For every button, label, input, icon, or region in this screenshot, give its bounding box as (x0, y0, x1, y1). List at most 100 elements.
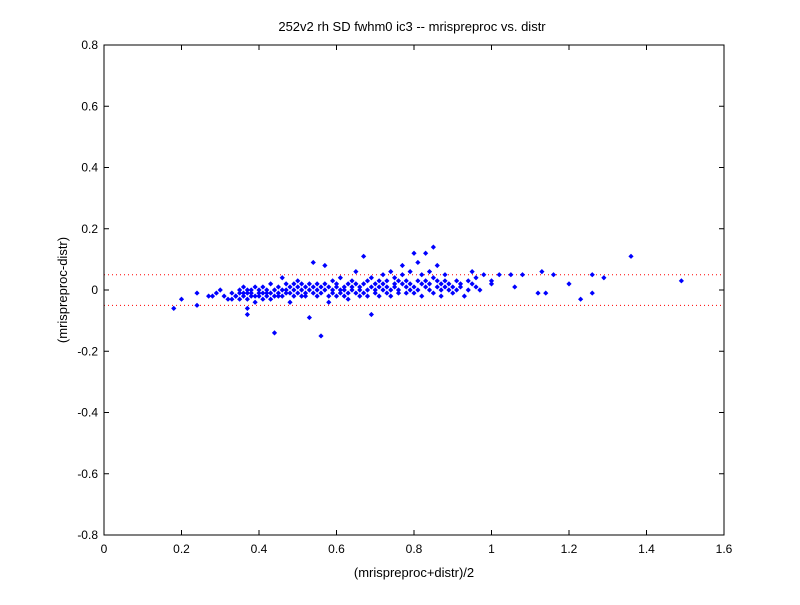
data-point (430, 244, 436, 250)
data-point (419, 272, 425, 278)
data-point (194, 290, 200, 296)
data-point (446, 281, 452, 287)
data-point (295, 284, 301, 290)
data-point (372, 281, 378, 287)
data-point (221, 293, 227, 299)
data-point (333, 293, 340, 299)
data-point (244, 311, 250, 318)
data-point (399, 262, 405, 269)
data-point (411, 250, 417, 256)
data-point (388, 293, 394, 299)
data-point (535, 290, 541, 296)
data-point (438, 287, 444, 293)
data-point (233, 293, 239, 299)
data-point (341, 293, 347, 299)
data-point (519, 272, 526, 278)
y-tick-label: -0.4 (77, 406, 98, 420)
data-point (240, 290, 247, 296)
data-point (244, 305, 250, 311)
data-point (550, 272, 557, 278)
data-point (240, 284, 247, 290)
data-point (279, 293, 285, 299)
data-point (237, 296, 243, 302)
data-point (388, 269, 394, 275)
data-point (423, 284, 429, 290)
data-point (357, 284, 363, 290)
data-point (481, 272, 487, 278)
data-point (333, 284, 340, 290)
data-point (434, 278, 440, 284)
data-point (446, 287, 452, 293)
data-point (473, 284, 479, 290)
data-point (287, 284, 293, 290)
data-point (361, 253, 367, 259)
data-point (403, 290, 409, 296)
data-point (306, 314, 312, 321)
data-point (279, 287, 285, 293)
data-point (306, 281, 312, 287)
data-point (271, 293, 278, 299)
data-point (268, 281, 274, 287)
data-point (275, 293, 281, 299)
x-axis-ticks: 0 0.2 0.4 0.6 0.8 1 1.2 1.4 1.6 (101, 45, 733, 556)
y-tick-label: -0.2 (77, 344, 98, 358)
data-point (415, 278, 421, 284)
data-point (264, 290, 270, 296)
x-tick-label: 0.2 (173, 542, 190, 556)
data-point (264, 287, 270, 293)
data-point (306, 287, 312, 293)
data-point (442, 278, 448, 284)
x-tick-label: 1.6 (716, 542, 733, 556)
data-point (318, 284, 324, 290)
data-point (295, 290, 301, 296)
data-point (399, 281, 405, 287)
x-tick-label: 0.8 (406, 542, 423, 556)
data-point (291, 293, 297, 299)
data-point (457, 284, 464, 290)
data-point (403, 284, 409, 290)
data-point (322, 281, 328, 287)
data-point (330, 278, 336, 284)
data-point (299, 281, 305, 287)
data-point (601, 275, 607, 281)
data-point (411, 284, 417, 290)
data-point (442, 272, 448, 278)
data-point (337, 290, 343, 296)
data-point (403, 278, 409, 284)
data-point (248, 287, 254, 293)
data-point (450, 290, 456, 296)
data-point (337, 275, 343, 281)
data-point (244, 296, 250, 302)
data-point (372, 287, 378, 293)
data-point (283, 290, 289, 296)
data-point (376, 284, 382, 290)
data-point (395, 278, 402, 284)
data-point (364, 287, 371, 293)
data-point (330, 290, 336, 296)
data-point (349, 278, 355, 284)
data-point (357, 293, 363, 299)
data-point (539, 269, 545, 275)
data-point (496, 272, 502, 278)
data-point (442, 284, 448, 290)
x-axis-label: (mrispreproc+distr)/2 (354, 565, 474, 580)
data-point (248, 290, 254, 296)
data-point (508, 272, 514, 278)
chart-title: 252v2 rh SD fwhm0 ic3 -- mrispreproc vs.… (278, 19, 546, 34)
data-point (345, 281, 351, 287)
data-point (229, 296, 235, 302)
data-point (260, 296, 266, 302)
data-point (260, 290, 266, 296)
data-point (372, 290, 378, 296)
data-point (465, 278, 471, 284)
data-point (488, 278, 495, 284)
data-point (357, 287, 363, 293)
data-point (419, 281, 425, 287)
y-tick-label: 0.8 (81, 38, 98, 52)
data-point (543, 290, 549, 296)
data-point (256, 293, 262, 299)
data-point (283, 281, 289, 287)
data-point (264, 293, 270, 299)
data-point (407, 269, 413, 275)
data-point (415, 259, 421, 266)
